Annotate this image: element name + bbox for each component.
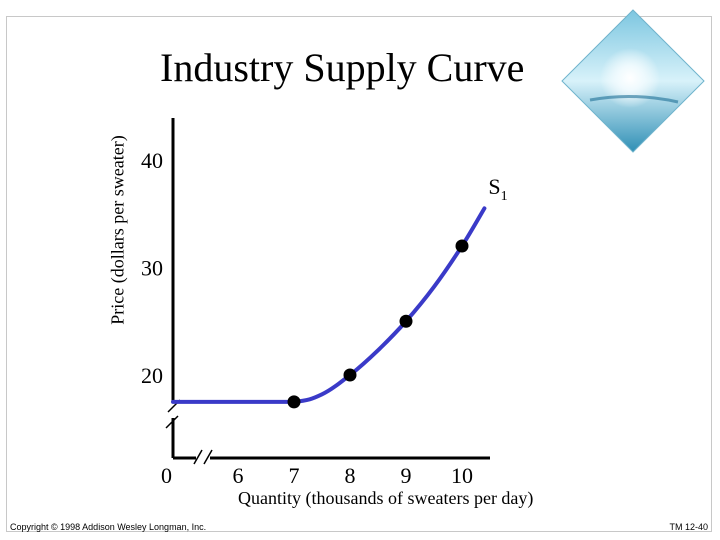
x-tick-label: 7 <box>289 463 300 488</box>
slide-number: TM 12-40 <box>669 522 708 532</box>
x-tick-label: 6 <box>233 463 244 488</box>
x-tick-label: 9 <box>401 463 412 488</box>
x-axis-label: Quantity (thousands of sweaters per day) <box>238 488 534 508</box>
ocean-sun-decoration <box>561 9 705 153</box>
slide-frame <box>6 16 712 532</box>
copyright-text: Copyright © 1998 Addison Wesley Longman,… <box>10 522 207 532</box>
series-label-subscript: 1 <box>501 189 508 204</box>
data-point <box>287 395 301 409</box>
x-tick-label: 8 <box>345 463 356 488</box>
x-tick-label: 10 <box>451 463 473 488</box>
supply-curve-s1 <box>171 206 487 404</box>
data-point <box>455 239 469 253</box>
chart-title: Industry Supply Curve <box>160 45 525 90</box>
x-axis-break-mark <box>193 449 203 465</box>
data-point <box>343 368 357 382</box>
y-tick-label: 30 <box>141 256 163 281</box>
y-tick-label: 20 <box>141 363 163 388</box>
x-axis-break-mark <box>203 449 213 465</box>
y-tick-label: 40 <box>141 148 163 173</box>
x-origin-label: 0 <box>161 463 172 488</box>
series-label-s1: S1 <box>488 174 507 204</box>
data-point <box>399 314 413 328</box>
